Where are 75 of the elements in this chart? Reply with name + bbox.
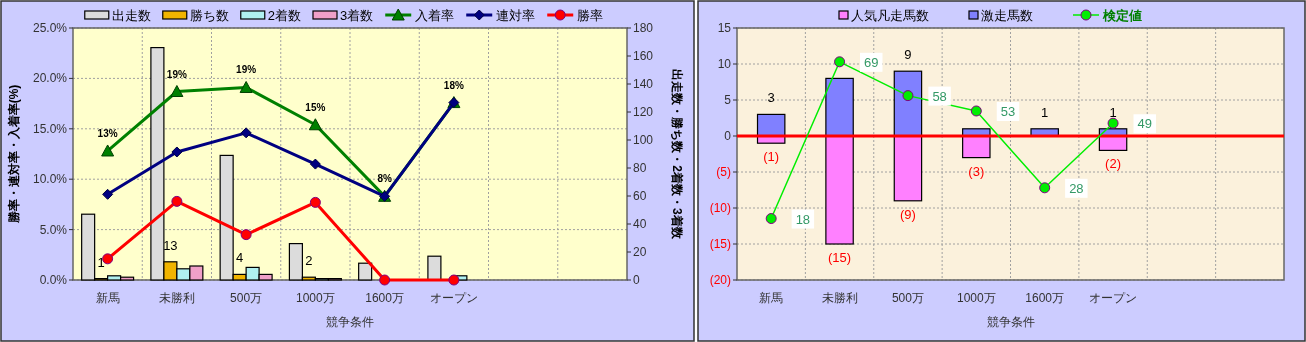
legend-label: 勝ち数 — [189, 8, 229, 23]
x-tick-label: 未勝利 — [821, 291, 858, 305]
data-label: 9 — [904, 47, 912, 63]
legend-label: 出走数 — [111, 8, 151, 23]
y2-tick-label: 140 — [633, 77, 654, 91]
y-tick-label: 5.0% — [39, 222, 68, 237]
x-tick-label: 500万 — [230, 291, 263, 305]
y-tick-label: (20) — [709, 273, 731, 287]
legend-label: 検定値 — [1102, 8, 1142, 23]
data-label: 53 — [1000, 103, 1016, 119]
y-tick-label: 0 — [724, 129, 732, 143]
y-tick-label: 15 — [717, 21, 732, 35]
y2-tick-label: 100 — [633, 133, 654, 147]
data-label: 18% — [443, 79, 464, 91]
data-label: (9) — [899, 206, 916, 222]
data-label: (2) — [1105, 156, 1122, 172]
data-label: 13% — [97, 127, 118, 139]
y-tick-label: 20.0% — [32, 71, 68, 86]
data-label: 18 — [795, 211, 811, 227]
y2-tick-label: 180 — [633, 21, 654, 35]
y-tick-label: (10) — [709, 201, 731, 215]
y-tick-label: 10 — [717, 57, 732, 71]
x-axis-title: 競争条件 — [986, 315, 1035, 329]
y2-tick-label: 20 — [633, 245, 647, 259]
x-tick-label: 新馬 — [759, 291, 784, 305]
data-label: 1 — [97, 254, 105, 270]
data-label: 8% — [377, 173, 392, 185]
data-label: 1 — [1041, 104, 1049, 120]
x-tick-label: 500万 — [891, 291, 924, 305]
y2-tick-label: 60 — [633, 189, 647, 203]
y-tick-label: 0.0% — [39, 273, 68, 287]
legend-label: 3着数 — [340, 8, 374, 23]
legend-label: 激走馬数 — [981, 8, 1033, 23]
data-label: 4 — [236, 250, 244, 266]
data-label: (3) — [968, 163, 985, 179]
y2-axis-title: 出走数・勝ち数・2着数・3着数 — [670, 69, 684, 240]
y-tick-label: 15.0% — [32, 121, 68, 136]
data-label: 1 — [1109, 104, 1117, 120]
legend-label: 連対率 — [496, 8, 536, 23]
x-tick-label: オープン — [429, 291, 478, 305]
data-label: 49 — [1137, 116, 1152, 132]
y2-tick-label: 0 — [633, 273, 640, 287]
legend-label: 勝率 — [577, 8, 604, 23]
legend-label: 入着率 — [415, 8, 455, 23]
legend-label: 人気凡走馬数 — [851, 8, 929, 23]
data-label: 69 — [864, 54, 879, 70]
x-tick-label: 1000万 — [296, 291, 335, 305]
data-label: 19% — [166, 68, 187, 80]
data-label: 15% — [305, 101, 326, 113]
y-tick-label: 25.0% — [32, 21, 68, 35]
y2-tick-label: 160 — [633, 49, 654, 63]
x-tick-label: 1600万 — [365, 291, 404, 305]
y2-tick-label: 80 — [633, 161, 647, 175]
y-axis-title: 勝率・連対率・入着率(%) — [7, 84, 21, 225]
data-label: 28 — [1069, 180, 1084, 196]
data-label: 13 — [163, 237, 178, 253]
data-label: (15) — [828, 250, 852, 265]
data-label: 2 — [305, 253, 313, 269]
x-tick-label: オープン — [1089, 291, 1138, 305]
y2-tick-label: 120 — [633, 105, 654, 119]
data-label: (1) — [763, 149, 780, 165]
y-tick-label: (5) — [716, 165, 731, 179]
y-tick-label: (15) — [709, 237, 731, 251]
x-tick-label: 新馬 — [95, 291, 120, 305]
x-tick-label: 1600万 — [1025, 291, 1065, 305]
x-tick-label: 未勝利 — [158, 291, 195, 305]
y-tick-label: 5 — [724, 93, 732, 107]
x-axis-title: 競争条件 — [326, 315, 374, 329]
data-label: 19% — [236, 64, 257, 76]
x-tick-label: 1000万 — [956, 291, 996, 305]
data-label: 58 — [932, 88, 947, 104]
data-label: 3 — [767, 90, 775, 106]
y-tick-label: 10.0% — [32, 172, 68, 187]
legend-label: 2着数 — [267, 8, 301, 23]
y2-tick-label: 40 — [633, 217, 647, 231]
